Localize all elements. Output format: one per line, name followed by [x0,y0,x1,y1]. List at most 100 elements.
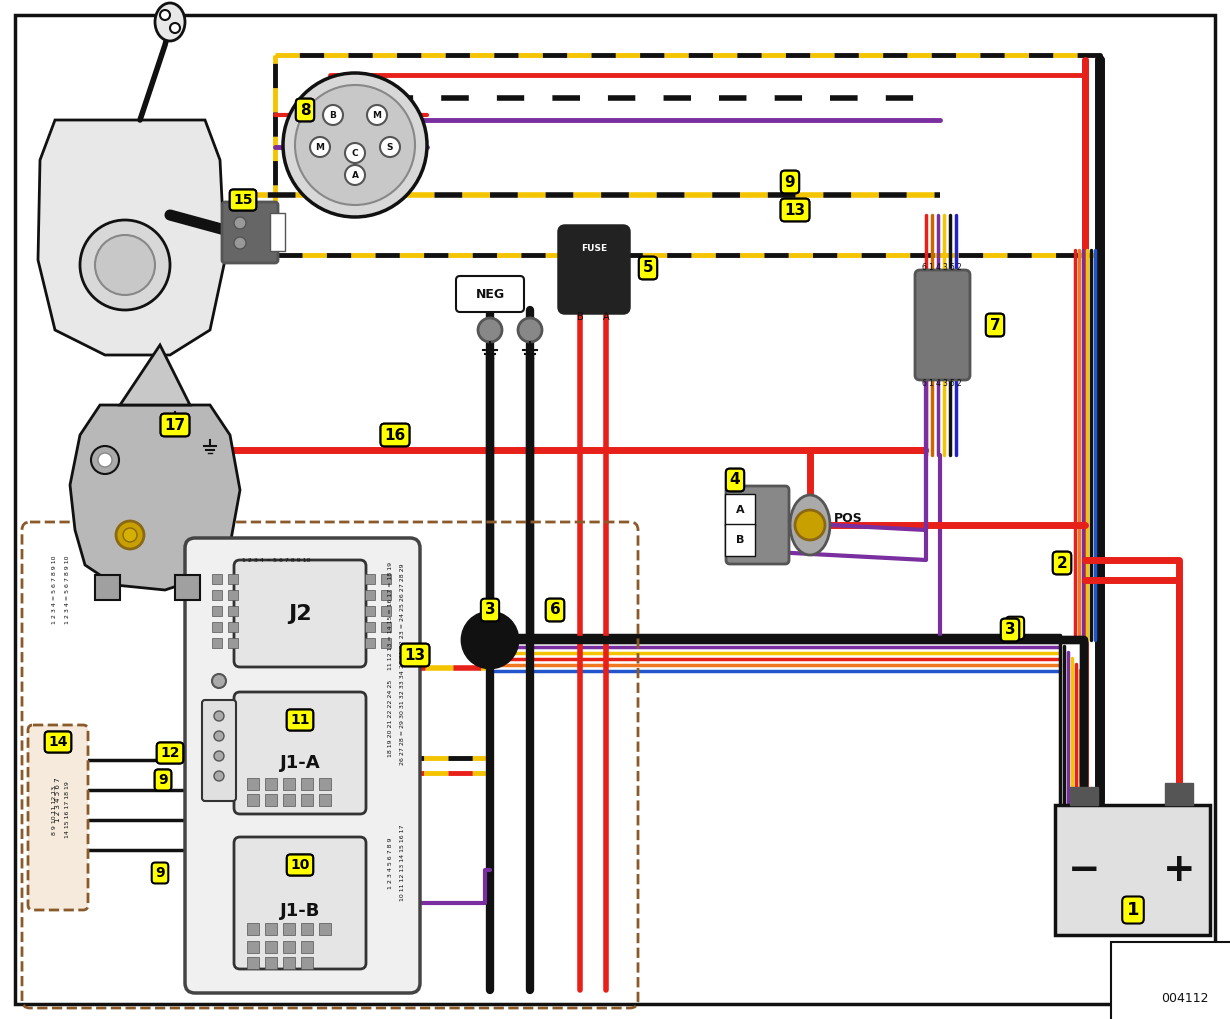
FancyBboxPatch shape [915,270,970,380]
Text: M: M [316,143,325,152]
Text: 5: 5 [643,261,653,275]
Text: −: − [1068,851,1101,889]
Text: 2: 2 [957,378,962,387]
FancyBboxPatch shape [202,700,236,801]
Bar [212,590,221,600]
Text: 5: 5 [643,261,653,275]
Circle shape [91,446,119,474]
Bar [319,794,331,806]
Bar [212,606,221,616]
Text: 11: 11 [290,713,310,727]
Bar [301,941,312,953]
Bar [365,574,375,584]
Text: 11: 11 [290,713,310,727]
Text: J1-B: J1-B [279,902,320,920]
Text: 9: 9 [785,174,796,190]
Text: 16: 16 [384,428,406,442]
FancyBboxPatch shape [234,837,367,969]
Bar [1165,783,1193,805]
Bar [212,622,221,632]
Bar [228,606,237,616]
Ellipse shape [790,495,830,555]
Circle shape [344,143,365,163]
Circle shape [214,771,224,781]
Circle shape [214,751,224,761]
Bar [301,794,312,806]
Text: 26 27 28 = 29 30 31 32 33 34: 26 27 28 = 29 30 31 32 33 34 [400,671,405,765]
Text: +: + [1162,851,1196,889]
Text: 18 19 20 21 22 22 24 25: 18 19 20 21 22 22 24 25 [387,680,394,757]
Text: 10: 10 [290,858,310,872]
Bar [381,622,391,632]
Text: 13: 13 [785,203,806,217]
Text: 1: 1 [929,378,934,387]
Text: 7: 7 [990,318,1000,332]
Bar [228,590,237,600]
Circle shape [80,220,170,310]
Bar [228,622,237,632]
Bar [247,794,260,806]
Text: 004112: 004112 [1161,991,1209,1005]
Circle shape [98,453,112,467]
Bar [283,794,295,806]
Polygon shape [121,345,189,405]
Text: 14: 14 [48,735,68,749]
Text: 1 2 3 4 = 5 6 7 8 9 10: 1 2 3 4 = 5 6 7 8 9 10 [65,555,70,625]
Text: 14: 14 [48,735,68,749]
Text: 11 12 13 = 14 15 = 16 17 = 18 19: 11 12 13 = 14 15 = 16 17 = 18 19 [387,561,394,671]
Circle shape [234,237,246,249]
Bar [1055,805,1210,935]
Circle shape [214,711,224,721]
Text: A: A [736,505,744,515]
Bar [381,606,391,616]
Text: 8 9 10 11 12 13: 8 9 10 11 12 13 [52,786,57,835]
Circle shape [462,612,518,668]
Bar [264,957,277,969]
Text: 15: 15 [234,193,252,207]
Bar [247,957,260,969]
Text: 3: 3 [1010,621,1021,636]
Circle shape [323,105,343,125]
Circle shape [310,137,330,157]
FancyBboxPatch shape [234,560,367,667]
Bar [264,941,277,953]
Bar [301,777,312,790]
Bar [301,957,312,969]
Text: S: S [386,143,394,152]
Polygon shape [38,120,225,355]
FancyBboxPatch shape [28,725,89,910]
Bar [365,622,375,632]
Text: 4: 4 [729,473,740,487]
Text: 1 2 3 4 5 6 7 8 9: 1 2 3 4 5 6 7 8 9 [387,838,394,889]
Text: 13: 13 [405,647,426,662]
Bar [319,777,331,790]
Text: 1: 1 [929,263,934,271]
Bar [283,923,295,935]
Bar [283,941,295,953]
Text: 3: 3 [942,378,947,387]
Circle shape [95,235,155,294]
Text: 12: 12 [160,746,180,760]
Text: NEG: NEG [476,287,504,301]
Text: 1 2 3 4 = 5 6 7 8 9 10: 1 2 3 4 = 5 6 7 8 9 10 [242,557,310,562]
Bar [319,923,331,935]
Text: 10: 10 [290,858,310,872]
FancyBboxPatch shape [234,692,367,814]
Circle shape [234,217,246,229]
Circle shape [478,318,502,342]
Text: A: A [352,170,358,179]
Ellipse shape [155,3,184,41]
Bar [95,575,121,600]
Text: 9: 9 [159,773,167,787]
Text: 4: 4 [936,263,941,271]
Circle shape [160,10,170,20]
Text: 17: 17 [165,418,186,432]
Circle shape [214,731,224,741]
Text: 15: 15 [234,193,252,207]
Text: 9: 9 [785,174,796,190]
Text: 9: 9 [159,773,167,787]
Text: FUSE: FUSE [581,244,608,253]
Circle shape [295,85,415,205]
Bar [365,638,375,648]
Bar [271,213,285,251]
